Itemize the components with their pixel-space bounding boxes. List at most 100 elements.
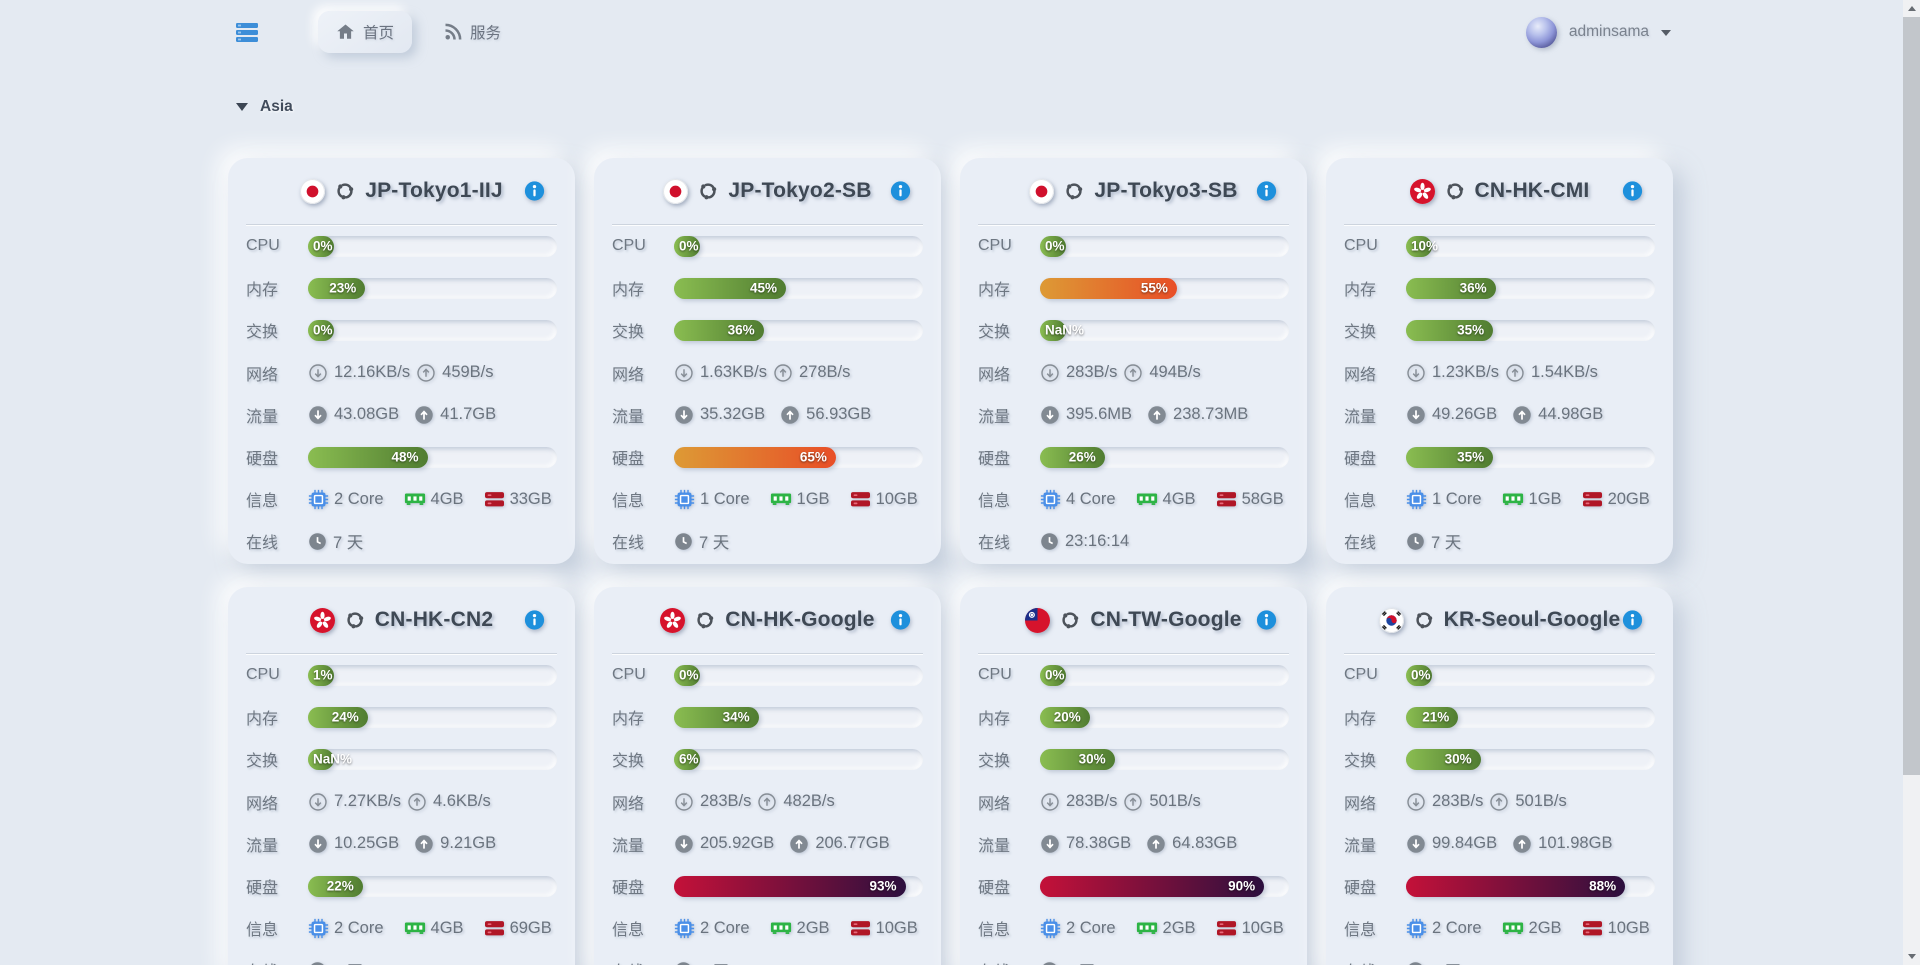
country-flag-icon — [1029, 178, 1055, 204]
server-card-header: JP-Tokyo1-IIJ — [246, 158, 557, 224]
storage-value: 69GB — [509, 918, 552, 937]
ram-value: 4GB — [430, 489, 464, 508]
online-row: 在线 7 天 — [612, 520, 923, 562]
cpu-bar: 0% — [308, 235, 557, 257]
network-label: 网络 — [1344, 366, 1377, 384]
traffic-upload-value: 101.98GB — [1538, 834, 1613, 853]
online-label: 在线 — [1344, 958, 1406, 965]
swap-label: 交换 — [978, 324, 1011, 342]
memory-bar: 45% — [674, 277, 923, 299]
tab-home[interactable]: 首页 — [318, 11, 413, 53]
info-icon[interactable] — [524, 610, 545, 631]
scroll-up-button[interactable] — [1903, 0, 1920, 17]
scrollbar[interactable] — [1903, 0, 1920, 965]
online-value: 7 天 — [333, 958, 363, 965]
traffic-upload-value: 206.77GB — [815, 834, 890, 853]
server-card-header: CN-HK-CMI — [1344, 158, 1655, 224]
cpu-bar: 10% — [1406, 235, 1655, 257]
traffic-row: 流量 49.26GB 44.98GB — [1344, 394, 1655, 436]
download-rate-icon — [1040, 792, 1060, 812]
server-card: JP-Tokyo3-SB CPU 0% 内存 55% 交换 NaN% 网络 — [960, 158, 1307, 564]
storage-disk-icon — [484, 919, 505, 938]
traffic-upload-value: 44.98GB — [1538, 405, 1604, 424]
network-label: 网络 — [246, 366, 279, 384]
user-menu[interactable]: adminsama — [1525, 16, 1673, 48]
ram-icon — [770, 489, 792, 509]
info-icon[interactable] — [524, 181, 545, 202]
swap-row: 交换 30% — [1344, 738, 1655, 780]
disk-row: 硬盘 22% — [246, 865, 557, 907]
card-divider — [978, 653, 1289, 654]
clock-icon — [1406, 532, 1425, 551]
disk-label: 硬盘 — [612, 451, 645, 469]
info-icon[interactable] — [890, 181, 911, 202]
top-navbar: 首页 服务 adminsama — [228, 0, 1673, 58]
region-section-header[interactable]: Asia — [236, 98, 1673, 116]
net-upload-value: 494B/s — [1149, 363, 1201, 382]
online-value: 23:16:14 — [1065, 531, 1130, 550]
memory-row: 内存 34% — [612, 696, 923, 738]
ram-value: 1GB — [796, 489, 830, 508]
card-divider — [612, 224, 923, 225]
upload-rate-icon — [1123, 792, 1143, 812]
info-icon[interactable] — [890, 610, 911, 631]
memory-bar: 24% — [308, 706, 557, 728]
disk-label: 硬盘 — [612, 880, 645, 898]
swap-bar: 6% — [674, 748, 923, 770]
cpu-label: CPU — [612, 237, 646, 255]
scrollbar-thumb[interactable] — [1903, 17, 1920, 775]
swap-label: 交换 — [246, 753, 279, 771]
online-label: 在线 — [246, 958, 308, 965]
online-label: 在线 — [612, 958, 674, 965]
storage-value: 20GB — [1607, 489, 1650, 508]
server-card: CN-HK-Google CPU 0% 内存 34% 交换 6% 网络 — [594, 587, 941, 965]
net-upload-value: 501B/s — [1149, 792, 1201, 811]
ubuntu-os-icon — [1413, 609, 1435, 631]
storage-disk-icon — [1582, 919, 1603, 938]
cpu-bar: 0% — [674, 664, 923, 686]
swap-row: 交换 NaN% — [246, 738, 557, 780]
card-divider — [1344, 653, 1655, 654]
traffic-upload-value: 9.21GB — [440, 834, 497, 853]
swap-bar: 30% — [1406, 748, 1655, 770]
download-total-icon — [1040, 834, 1060, 854]
traffic-label: 流量 — [978, 408, 1011, 426]
scroll-down-button[interactable] — [1903, 948, 1920, 965]
cpu-row: CPU 0% — [1344, 654, 1655, 696]
info-label: 信息 — [612, 922, 645, 940]
server-card: JP-Tokyo2-SB CPU 0% 内存 45% 交换 36% 网络 — [594, 158, 941, 564]
net-upload-value: 4.6KB/s — [432, 792, 491, 811]
server-stack-icon[interactable] — [236, 22, 258, 42]
memory-label: 内存 — [612, 282, 645, 300]
cpu-label: CPU — [1344, 666, 1378, 684]
info-icon[interactable] — [1622, 181, 1643, 202]
info-label: 信息 — [978, 493, 1011, 511]
server-card-header: CN-TW-Google — [978, 587, 1289, 653]
memory-bar: 34% — [674, 706, 923, 728]
tab-services[interactable]: 服务 — [426, 11, 519, 53]
swap-row: 交换 35% — [1344, 309, 1655, 351]
info-icon[interactable] — [1622, 610, 1643, 631]
download-total-icon — [1406, 405, 1426, 425]
info-icon[interactable] — [1256, 610, 1277, 631]
online-row: 在线 7 天 — [1344, 520, 1655, 562]
disk-bar: 90% — [1040, 875, 1289, 897]
traffic-row: 流量 10.25GB 9.21GB — [246, 823, 557, 865]
info-icon[interactable] — [1256, 181, 1277, 202]
server-name: JP-Tokyo1-IIJ — [365, 179, 503, 202]
clock-icon — [1040, 961, 1059, 965]
info-row: 信息 2 Core — [246, 907, 557, 949]
memory-label: 内存 — [978, 711, 1011, 729]
memory-bar: 23% — [308, 277, 557, 299]
network-label: 网络 — [978, 366, 1011, 384]
memory-row: 内存 21% — [1344, 696, 1655, 738]
net-download-value: 12.16KB/s — [334, 363, 411, 382]
upload-rate-icon — [1489, 792, 1509, 812]
cpu-chip-icon — [1406, 918, 1427, 939]
clock-icon — [1406, 961, 1425, 965]
cores-value: 2 Core — [700, 918, 750, 937]
download-total-icon — [308, 405, 328, 425]
tab-services-label: 服务 — [470, 25, 502, 42]
net-download-value: 283B/s — [1432, 792, 1484, 811]
memory-row: 内存 20% — [978, 696, 1289, 738]
